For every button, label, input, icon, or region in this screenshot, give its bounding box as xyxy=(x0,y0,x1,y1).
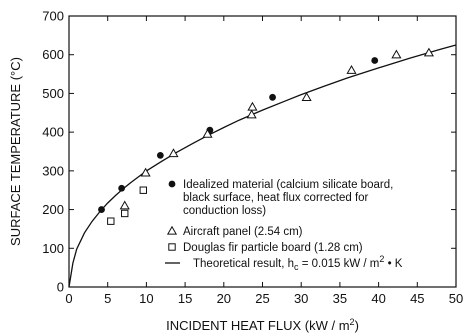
y-tick-label: 600 xyxy=(42,47,64,62)
legend-theory-superscript: 2 xyxy=(379,254,384,264)
legend-marker-idealized-material-point xyxy=(168,180,176,188)
data-markers xyxy=(98,47,434,225)
legend: Idealized material (calcium silicate boa… xyxy=(165,179,403,272)
x-tick-label: 10 xyxy=(139,291,153,306)
x-tick-label: 35 xyxy=(333,291,347,306)
x-tick-label: 5 xyxy=(104,291,111,306)
idealized-material-point xyxy=(269,93,276,101)
x-tick-label: 30 xyxy=(294,291,308,306)
x-tick-label: 50 xyxy=(449,291,463,306)
theory-curve xyxy=(68,44,457,288)
aircraft-panel-point xyxy=(119,200,130,210)
theory-curve-group xyxy=(68,44,457,288)
x-tick-label: 15 xyxy=(178,291,192,306)
y-axis-title: SURFACE TEMPERATURE (°C) xyxy=(8,57,23,246)
douglas-fir-point xyxy=(107,217,115,225)
idealized-material-point xyxy=(118,184,126,192)
aircraft-panel-point xyxy=(346,64,357,74)
legend-theory-text: Theoretical result, h xyxy=(193,258,294,270)
x-tick-label: 0 xyxy=(65,291,72,306)
idealized-material-point xyxy=(371,57,379,64)
x-tick-label: 40 xyxy=(371,291,385,306)
legend-label-line: Idealized material (calcium silicate boa… xyxy=(183,179,393,191)
x-tick-label: 45 xyxy=(410,291,424,306)
legend-label-line: conduction loss) xyxy=(183,205,266,217)
y-tick-label: 200 xyxy=(42,202,64,217)
x-tick-label: 20 xyxy=(217,291,231,306)
aircraft-panel-point xyxy=(247,101,258,111)
x-axis-title-main: INCIDENT HEAT FLUX (kW / m xyxy=(166,318,349,333)
legend-label-line: black surface, heat flux corrected for xyxy=(183,192,369,204)
y-tick-label: 500 xyxy=(42,86,64,101)
legend-theory-text-end: • K xyxy=(384,258,402,270)
legend-marker-douglas-fir-point xyxy=(168,243,176,251)
douglas-fir-point xyxy=(121,209,129,218)
y-tick-label: 0 xyxy=(57,280,64,295)
legend-label-theoretical: Theoretical result, hc = 0.015 kW / m2 •… xyxy=(193,254,403,272)
aircraft-panel-point xyxy=(301,92,312,101)
legend-label-line: Douglas fir particle board (1.28 cm) xyxy=(183,242,363,254)
y-tick-label: 100 xyxy=(42,241,64,256)
x-axis-title: INCIDENT HEAT FLUX (kW / m2) xyxy=(166,317,359,333)
aircraft-panel-point xyxy=(391,49,402,59)
y-tick-label: 300 xyxy=(42,163,64,178)
y-tick-label: 400 xyxy=(42,125,64,140)
x-axis-title-superscript: 2 xyxy=(350,317,355,327)
legend-marker-aircraft-panel-point xyxy=(166,225,178,235)
legend-theory-text-mid: = 0.015 kW / m xyxy=(299,258,380,270)
x-tick-label: 25 xyxy=(255,291,269,306)
aircraft-panel-point xyxy=(202,128,213,138)
x-axis-title-end: ) xyxy=(355,318,359,333)
y-tick-label: 700 xyxy=(42,9,64,24)
aircraft-panel-point xyxy=(168,148,179,158)
idealized-material-point xyxy=(156,151,164,159)
legend-label-line: Aircraft panel (2.54 cm) xyxy=(183,226,303,238)
aircraft-panel-point xyxy=(423,47,434,57)
douglas-fir-point xyxy=(139,186,148,194)
aircraft-panel-point xyxy=(140,167,151,177)
aircraft-panel-point xyxy=(246,109,257,119)
legend-theory-subscript: c xyxy=(294,262,299,272)
axis-ticks: 0 5 10 15 20 25 30 35 40 45 5001002003004005006007… xyxy=(42,9,463,307)
idealized-material-point xyxy=(98,206,105,213)
